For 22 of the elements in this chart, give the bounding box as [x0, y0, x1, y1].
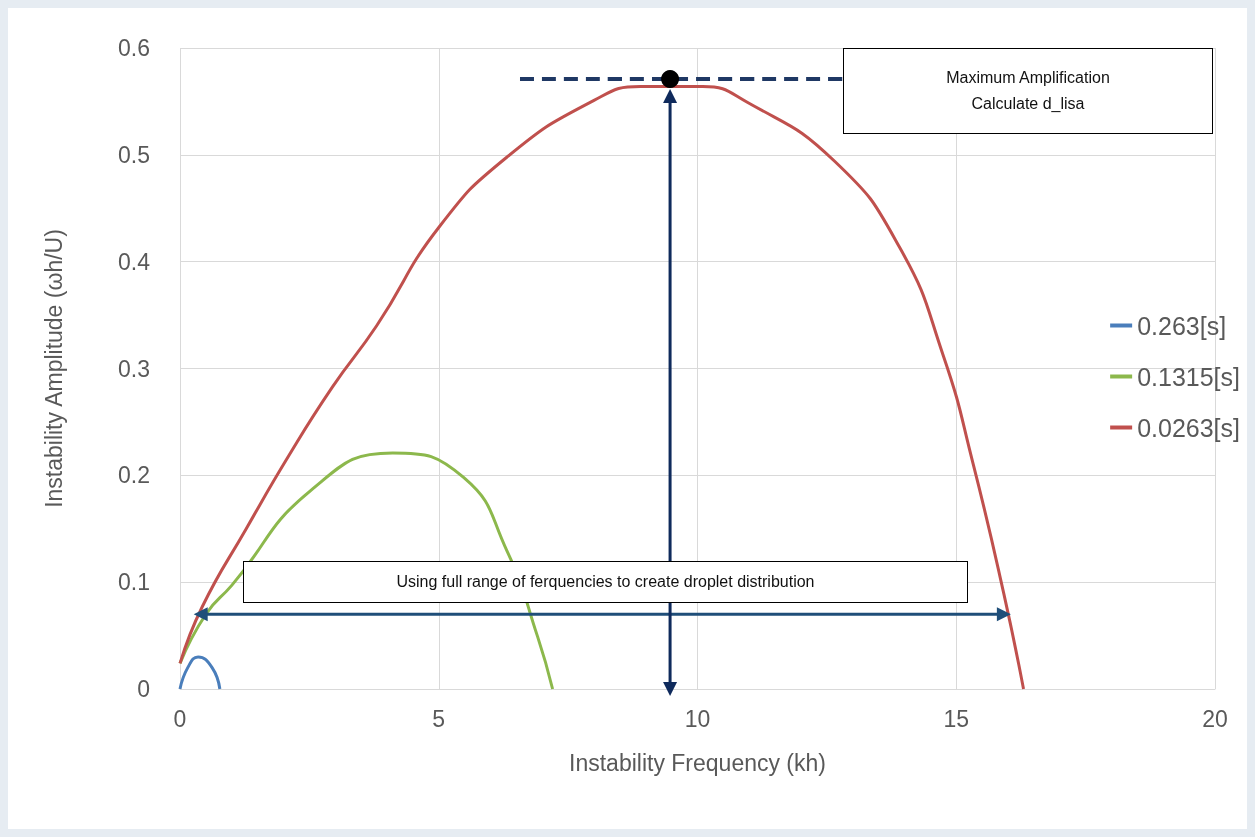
y-tick-label: 0.6: [118, 35, 150, 61]
point: [661, 69, 680, 88]
annotation: Using full range of ferquencies to create droplet distribution: [396, 572, 815, 593]
x-axis-title: Instability Frequency (kh): [569, 749, 826, 776]
note-box: Using full range of ferquencies to create droplet distribution: [243, 561, 968, 603]
legend-label: 0.1315[s]: [1137, 362, 1240, 391]
y-axis-title: Instability Amplitude (ωh/U): [40, 229, 67, 508]
x-tick-label: 15: [943, 705, 970, 732]
annotation: Maximum Amplification Calculate d_lisa: [946, 68, 1110, 114]
y-tick-label: 0.3: [118, 355, 150, 382]
legend-label: 0.263[s]: [1137, 311, 1227, 340]
x-tick-label: 5: [432, 705, 446, 732]
y-tick-label: 0: [137, 676, 150, 702]
x-tick-label: 10: [684, 705, 711, 732]
y-tick-label: 0.4: [118, 248, 151, 275]
x-tick-label: 20: [1202, 705, 1228, 732]
legend-label: 0.0263[s]: [1137, 413, 1240, 442]
x-tick-label: 0: [173, 705, 187, 732]
y-tick-label: 0.5: [118, 141, 150, 168]
note-box: Maximum Amplification Calculate d_lisa: [843, 48, 1213, 134]
y-tick-label: 0.1: [118, 569, 150, 596]
y-tick-label: 0.2: [118, 462, 150, 489]
